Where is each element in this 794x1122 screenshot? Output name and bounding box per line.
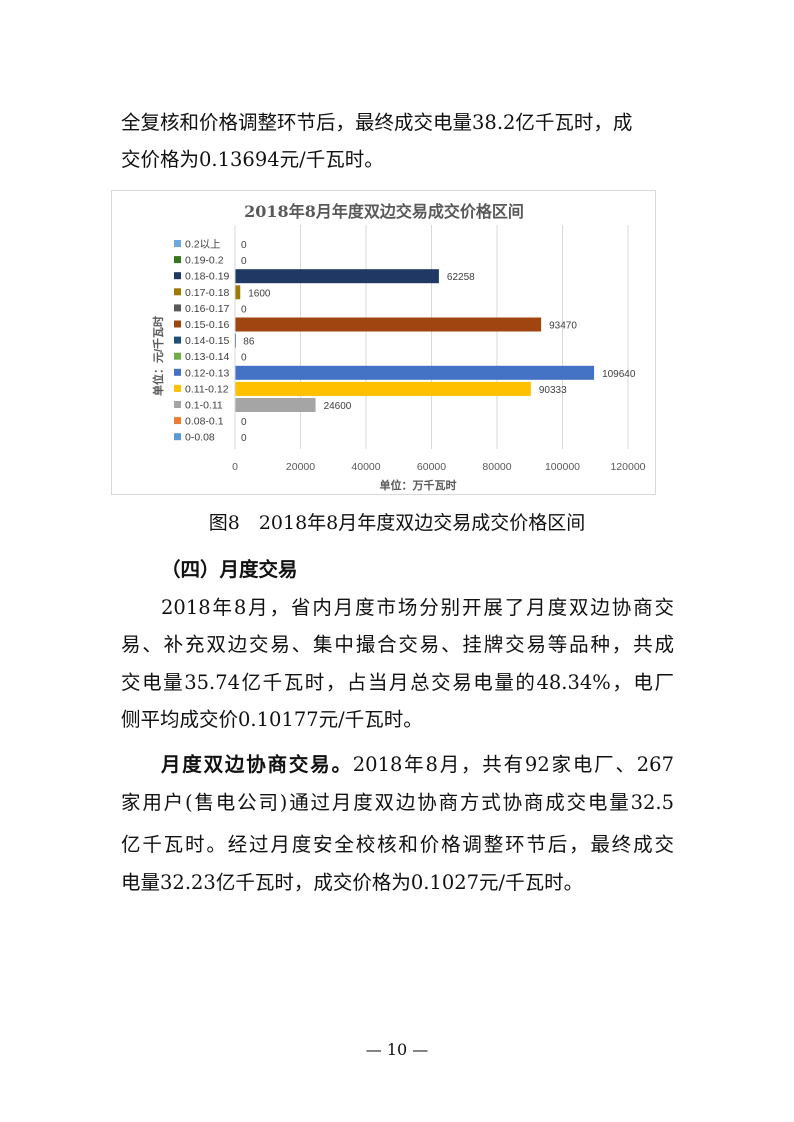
data-label: 62258 [447, 272, 475, 283]
data-label: 109640 [602, 369, 636, 380]
legend-swatch [174, 417, 181, 425]
legend-swatch [174, 384, 181, 392]
section-heading: （四）月度交易 [161, 558, 298, 581]
legend-swatch [174, 256, 181, 264]
page-number: — 10 — [365, 1040, 429, 1059]
legend-label: 0-0.08 [185, 432, 215, 444]
paragraph2-line2: 易、补充双边交易、集中撮合交易、挂牌交易等品种，共成 [121, 633, 674, 656]
x-tick-label: 80000 [482, 461, 511, 473]
legend-swatch [174, 304, 181, 312]
legend-swatch [174, 368, 181, 376]
legend-swatch [174, 433, 181, 441]
legend-label: 0.08-0.1 [185, 416, 224, 428]
x-tick-label: 0 [232, 461, 238, 473]
x-tick-label: 100000 [545, 461, 580, 473]
legend-swatch [174, 272, 181, 280]
data-label: 0 [241, 433, 247, 444]
paragraph3-line1-text: 2018年8月，共有92家电厂、267 [352, 753, 674, 776]
legend-label: 0.19-0.2 [185, 255, 224, 267]
data-label: 0 [241, 240, 247, 251]
legend-swatch [174, 352, 181, 360]
paragraph1-line1: 全复核和价格调整环节后，最终成交电量38.2亿千瓦时，成 [121, 111, 633, 134]
data-label: 90333 [539, 385, 567, 396]
legend-label: 0.2以上 [185, 239, 221, 251]
x-axis-label: 单位：万千瓦时 [380, 478, 457, 492]
paragraph2-line4: 侧平均成交价0.10177元/千瓦时。 [121, 708, 423, 731]
legend-label: 0.15-0.16 [185, 319, 230, 331]
legend-label: 0.16-0.17 [185, 303, 230, 315]
legend-swatch [174, 288, 181, 296]
legend-label: 0.13-0.14 [185, 351, 230, 363]
data-label: 0 [241, 304, 247, 315]
data-label: 0 [241, 417, 247, 428]
legend-swatch [174, 401, 181, 408]
paragraph2-line3: 交电量35.74亿千瓦时，占当月总交易电量的48.34%，电厂 [121, 671, 674, 694]
bar [235, 269, 439, 284]
x-tick-label: 40000 [351, 461, 380, 473]
x-tick-label: 20000 [286, 461, 315, 473]
legend-label: 0.11-0.12 [185, 383, 229, 395]
x-tick-label: 60000 [417, 461, 446, 473]
x-tick-label: 120000 [610, 461, 645, 473]
data-label: 93470 [549, 321, 577, 332]
data-label: 0 [241, 353, 247, 364]
bar [235, 365, 595, 380]
legend-swatch [174, 240, 181, 247]
y-axis-label: 单位：元/千瓦时 [151, 316, 165, 396]
data-label: 24600 [324, 401, 352, 412]
data-label: 1600 [248, 288, 271, 299]
paragraph3-lead: 月度双边协商交易。 [161, 753, 353, 776]
paragraph1-line2: 交价格为0.13694元/千瓦时。 [121, 148, 384, 171]
legend-swatch [174, 336, 181, 344]
data-label: 86 [243, 337, 255, 348]
legend-label: 0.1-0.11 [185, 400, 223, 412]
bar [235, 285, 241, 300]
figure-caption: 图8 2018年8月年度双边交易成交价格区间 [208, 512, 586, 534]
bar [235, 398, 316, 412]
data-label: 0 [241, 256, 247, 267]
paragraph3-line4: 电量32.23亿千瓦时，成交价格为0.1027元/千瓦时。 [121, 871, 584, 894]
chart-title: 2018年8月年度双边交易成交价格区间 [244, 202, 524, 221]
legend-swatch [174, 320, 181, 328]
paragraph3-line2: 家用户(售电公司)通过月度双边协商方式协商成交电量32.5 [121, 791, 674, 814]
bar [235, 381, 531, 396]
paragraph3-line1: 月度双边协商交易。2018年8月，共有92家电厂、267 [161, 753, 674, 777]
legend-label: 0.12-0.13 [185, 367, 230, 379]
legend-label: 0.18-0.19 [185, 271, 230, 283]
price-range-chart: 2018年8月年度双边交易成交价格区间 0 20000 40000 60000 80000… [111, 190, 656, 495]
paragraph2-line1: 2018年8月，省内月度市场分别开展了月度双边协商交 [161, 596, 674, 619]
bar [235, 317, 542, 332]
paragraph3-line3: 亿千瓦时。经过月度安全校核和价格调整环节后，最终成交 [121, 833, 674, 856]
legend-label: 0.14-0.15 [185, 335, 230, 347]
legend-label: 0.17-0.18 [185, 287, 230, 299]
